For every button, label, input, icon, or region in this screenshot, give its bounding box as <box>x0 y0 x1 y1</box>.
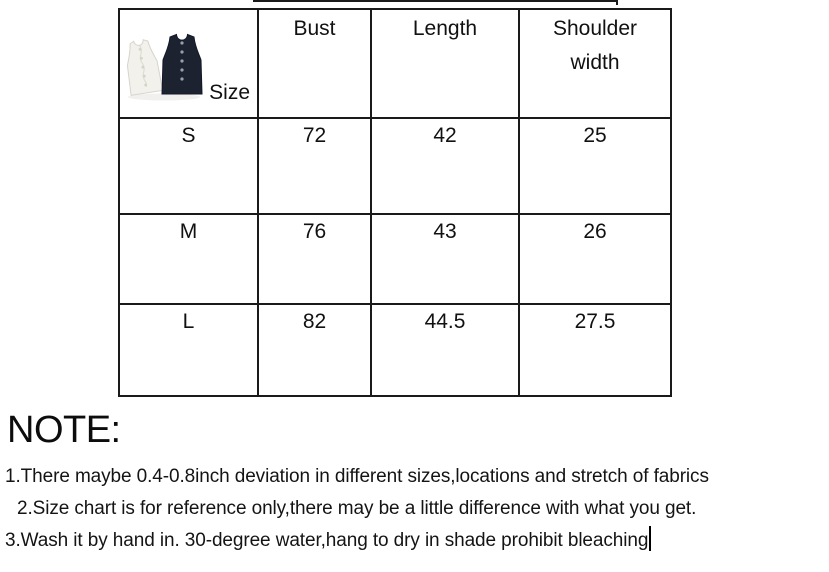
row-m-shoulder-cell[interactable]: 26 <box>518 213 672 305</box>
navy-vest <box>161 33 203 95</box>
table-row: S 72 42 25 <box>118 117 672 215</box>
note-line-2[interactable]: 2.Size chart is for reference only,there… <box>17 498 697 519</box>
row-m-length-cell[interactable]: 43 <box>370 213 520 305</box>
vests-product-photo <box>126 33 203 101</box>
cropped-table-remnant-stub <box>616 0 618 5</box>
row-l-size-cell[interactable]: L <box>118 303 259 397</box>
col-header-bust-label: Bust <box>293 17 336 40</box>
white-vest <box>126 39 164 96</box>
row-s-size-cell[interactable]: S <box>118 117 259 215</box>
size-corner-label: Size <box>209 81 250 104</box>
col-header-bust[interactable]: Bust <box>257 8 372 119</box>
corner-cell[interactable]: Size <box>118 8 259 119</box>
photo-shadow <box>128 93 200 101</box>
size-chart-table: Size Bust Length Shoulder width S 72 42 … <box>118 8 672 397</box>
text-cursor <box>649 526 652 551</box>
row-m-bust-cell[interactable]: 76 <box>257 213 372 305</box>
row-s-shoulder-cell[interactable]: 25 <box>518 117 672 215</box>
note-line-3[interactable]: 3.Wash it by hand in. 30-degree water,ha… <box>0 525 829 557</box>
note-list: 1.There maybe 0.4-0.8inch deviation in d… <box>0 461 829 557</box>
cropped-table-remnant-line <box>253 0 618 2</box>
row-l-length-cell[interactable]: 44.5 <box>370 303 520 397</box>
table-row: M 76 43 26 <box>118 213 672 305</box>
row-s-length-cell[interactable]: 42 <box>370 117 520 215</box>
row-l-shoulder-cell[interactable]: 27.5 <box>518 303 672 397</box>
table-row: L 82 44.5 27.5 <box>118 303 672 397</box>
col-header-shoulder-width-label: Shoulder width <box>552 17 638 74</box>
col-header-length-label: Length <box>412 17 478 40</box>
row-l-bust-cell[interactable]: 82 <box>257 303 372 397</box>
note-line-3-text: 3.Wash it by hand in. 30-degree water,ha… <box>5 530 649 551</box>
note-line-1[interactable]: 1.There maybe 0.4-0.8inch deviation in d… <box>5 466 709 487</box>
note-heading[interactable]: NOTE: <box>7 409 121 451</box>
row-m-size-cell[interactable]: M <box>118 213 259 305</box>
row-s-bust-cell[interactable]: 72 <box>257 117 372 215</box>
col-header-shoulder-width[interactable]: Shoulder width <box>518 8 672 119</box>
table-header-row: Size Bust Length Shoulder width <box>118 8 672 119</box>
col-header-length[interactable]: Length <box>370 8 520 119</box>
